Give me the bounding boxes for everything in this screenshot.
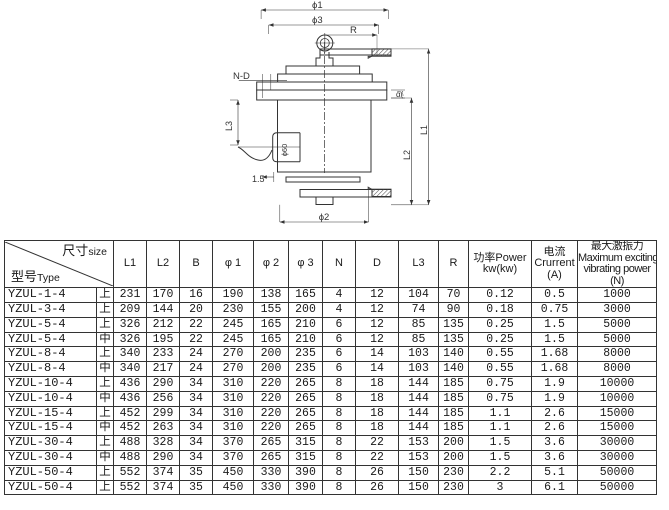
svg-text:1.5: 1.5 — [252, 174, 265, 184]
svg-text:α(: α( — [396, 90, 404, 99]
svg-text:ϕ3: ϕ3 — [312, 15, 323, 26]
svg-text:L2: L2 — [402, 150, 412, 160]
svg-text:ϕ2: ϕ2 — [319, 212, 330, 223]
svg-text:ϕ60: ϕ60 — [280, 144, 289, 157]
svg-text:L1: L1 — [419, 125, 429, 135]
svg-text:N-D: N-D — [233, 71, 250, 82]
svg-text:R: R — [350, 25, 357, 36]
svg-text:ϕ1: ϕ1 — [312, 0, 323, 11]
svg-text:L3: L3 — [224, 121, 234, 131]
